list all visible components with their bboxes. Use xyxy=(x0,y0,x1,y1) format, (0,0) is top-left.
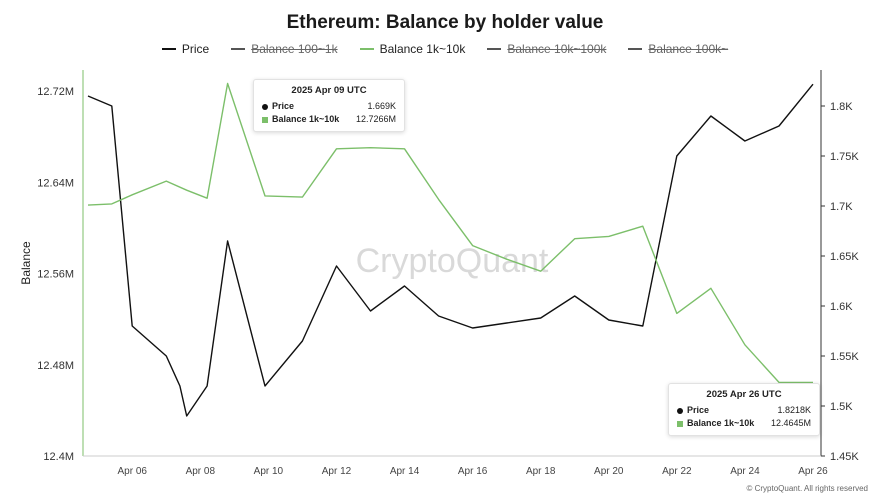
tooltip-apr-09: 2025 Apr 09 UTC Price 1.669K Balance 1k~… xyxy=(253,79,405,132)
y-right-tick-label: 1.75K xyxy=(830,151,859,163)
legend-swatch-icon xyxy=(231,48,246,50)
legend-item-3[interactable]: Balance 10k~100k xyxy=(487,42,606,56)
x-tick-label: Apr 10 xyxy=(254,466,284,477)
y-right-tick-label: 1.65K xyxy=(830,251,859,263)
chart-title: Ethereum: Balance by holder value xyxy=(286,12,604,33)
tooltip-balance-label: Balance 1k~10k xyxy=(272,114,340,124)
x-tick-label: Apr 26 xyxy=(798,466,828,477)
x-tick-label: Apr 22 xyxy=(662,466,692,477)
balance-square-icon xyxy=(677,420,683,427)
x-tick-label: Apr 12 xyxy=(322,466,352,477)
y-right-tick-label: 1.8K xyxy=(830,101,853,113)
tooltip-balance-row: Balance 1k~10k 12.7266M xyxy=(262,113,396,126)
watermark: CryptoQuant xyxy=(356,242,549,280)
legend-swatch-icon xyxy=(359,48,374,50)
legend-label: Price xyxy=(181,42,210,56)
series-line-price xyxy=(87,83,814,417)
tooltip-price-label: Price xyxy=(272,101,295,111)
y-axis-title: Balance xyxy=(19,241,33,285)
copyright-credit: © CryptoQuant. All rights reserved xyxy=(746,484,869,493)
tooltip-apr-26: 2025 Apr 26 UTC Price 1.8218K Balance 1k… xyxy=(668,383,820,436)
x-tick-label: Apr 14 xyxy=(390,466,420,477)
y-right-tick-label: 1.6K xyxy=(830,301,853,313)
y-left-tick-label: 12.56M xyxy=(37,269,74,281)
legend-item-2[interactable]: Balance 1k~10k xyxy=(359,42,466,56)
tooltip-price-value: 1.669K xyxy=(367,101,396,111)
x-tick-label: Apr 16 xyxy=(458,466,488,477)
legend-swatch-icon xyxy=(161,48,176,50)
y-left-tick-label: 12.48M xyxy=(37,360,74,372)
legend-label: Balance 100~1k xyxy=(251,42,338,56)
legend-swatch-icon xyxy=(628,48,643,50)
legend-label: Balance 1k~10k xyxy=(379,42,466,56)
legend-item-0[interactable]: Price xyxy=(161,42,210,56)
x-tick-label: Apr 20 xyxy=(594,466,624,477)
price-dot-icon xyxy=(677,407,683,414)
x-tick-label: Apr 18 xyxy=(526,466,556,477)
tooltip-balance-value: 12.4645M xyxy=(770,418,811,428)
y-left-tick-label: 12.72M xyxy=(37,86,74,98)
tooltip-balance-value: 12.7266M xyxy=(355,114,396,124)
y-right-tick-label: 1.7K xyxy=(830,201,853,213)
tooltip-price-label: Price xyxy=(687,405,710,415)
tooltip-date: 2025 Apr 09 UTC xyxy=(291,85,367,96)
y-right-tick-label: 1.45K xyxy=(830,451,859,463)
legend-swatch-icon xyxy=(487,48,502,50)
legend-label: Balance 100k~ xyxy=(648,42,729,56)
tooltip-date: 2025 Apr 26 UTC xyxy=(706,389,782,400)
x-tick-label: Apr 24 xyxy=(730,466,760,477)
y-left-tick-label: 12.64M xyxy=(37,177,74,189)
y-left-tick-label: 12.4M xyxy=(43,451,74,463)
tooltip-price-row: Price 1.8218K xyxy=(677,404,811,417)
price-dot-icon xyxy=(262,103,268,110)
y-right-tick-label: 1.55K xyxy=(830,351,859,363)
legend-item-4[interactable]: Balance 100k~ xyxy=(628,42,728,56)
tooltip-price-row: Price 1.669K xyxy=(262,100,396,113)
balance-square-icon xyxy=(262,116,268,123)
tooltip-balance-row: Balance 1k~10k 12.4645M xyxy=(677,417,811,430)
x-tick-label: Apr 08 xyxy=(186,466,216,477)
x-tick-label: Apr 06 xyxy=(118,466,148,477)
tooltip-balance-label: Balance 1k~10k xyxy=(687,418,755,428)
y-right-tick-label: 1.5K xyxy=(830,401,853,413)
chart-legend: Price Balance 100~1k Balance 1k~10k Balance… xyxy=(0,42,890,56)
legend-label: Balance 10k~100k xyxy=(507,42,607,56)
tooltip-price-value: 1.8218K xyxy=(777,405,811,415)
legend-item-1[interactable]: Balance 100~1k xyxy=(231,42,338,56)
series-line-balance-1k-10k xyxy=(87,82,813,384)
